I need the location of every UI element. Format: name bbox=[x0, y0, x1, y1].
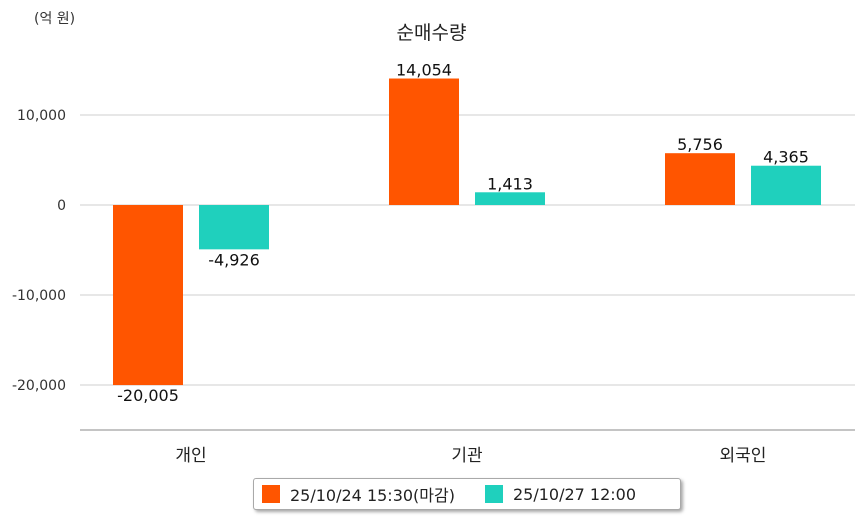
bar bbox=[475, 192, 545, 205]
x-tick-label: 외국인 bbox=[720, 446, 767, 466]
bar bbox=[389, 78, 459, 205]
bar bbox=[199, 205, 269, 250]
legend-label-series-2: 25/10/27 12:00 bbox=[512, 484, 637, 504]
unit-label: (억 원) bbox=[34, 11, 76, 27]
data-label: 4,365 bbox=[763, 148, 809, 167]
data-label: -20,005 bbox=[117, 386, 179, 405]
x-tick-label: 기관 bbox=[451, 446, 482, 466]
legend-swatch-series-2 bbox=[484, 485, 503, 503]
legend-item-series-1[interactable]: 25/10/24 15:30(마감) bbox=[262, 482, 455, 506]
legend-label-series-1: 25/10/24 15:30(마감) bbox=[290, 486, 455, 505]
data-label: 1,413 bbox=[487, 174, 533, 193]
data-label: 14,054 bbox=[396, 61, 452, 80]
y-tick-label: 10,000 bbox=[17, 108, 66, 124]
legend-item-series-2[interactable]: 25/10/27 12:00 bbox=[484, 484, 637, 504]
legend-swatch-series-1 bbox=[262, 485, 280, 503]
y-tick-label: -20,000 bbox=[12, 378, 66, 394]
bar bbox=[665, 153, 735, 205]
bar bbox=[751, 165, 821, 205]
y-tick-label: -10,000 bbox=[12, 288, 66, 304]
chart-legend: 25/10/24 15:30(마감) 25/10/27 12:00 bbox=[253, 478, 681, 510]
data-label: 5,756 bbox=[677, 135, 723, 154]
data-label: -4,926 bbox=[208, 250, 260, 269]
chart-title: 순매수량 bbox=[396, 22, 467, 44]
y-tick-label: 0 bbox=[57, 198, 66, 214]
bar bbox=[113, 205, 183, 386]
x-tick-label: 개인 bbox=[175, 446, 206, 466]
